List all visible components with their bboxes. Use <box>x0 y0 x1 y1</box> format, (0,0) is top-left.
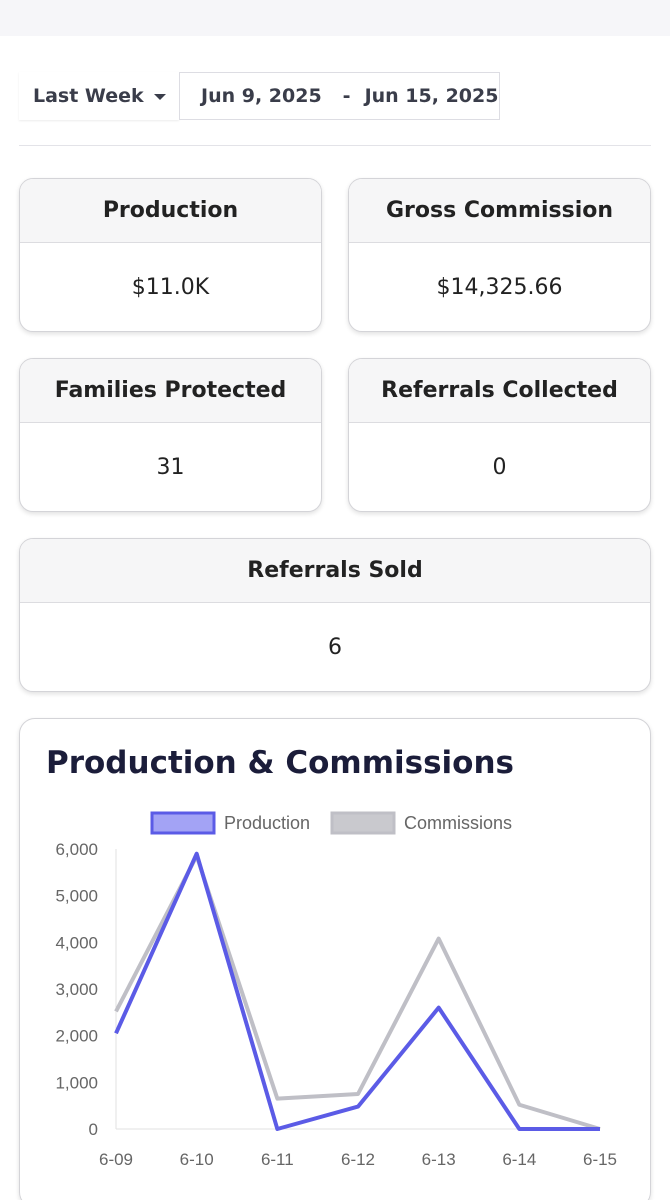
series-line-commissions <box>114 854 601 1131</box>
start-date: Jun 9, 2025 <box>201 85 322 107</box>
legend-swatch-commissions <box>330 811 396 835</box>
stat-card-referrals-sold: Referrals Sold 6 <box>19 538 651 692</box>
chart-title: Production & Commissions <box>46 745 514 781</box>
top-strip <box>0 0 670 36</box>
stat-card-families-protected: Families Protected 31 <box>19 358 322 512</box>
y-tick-label: 6,000 <box>55 840 98 859</box>
caret-down-icon <box>153 94 166 100</box>
y-tick-label: 5,000 <box>55 887 98 906</box>
period-dropdown-label: Last Week <box>33 85 144 107</box>
x-tick-label: 6-13 <box>422 1150 456 1169</box>
stat-title: Gross Commission <box>349 179 650 243</box>
stat-value: $14,325.66 <box>436 274 563 300</box>
stat-title: Families Protected <box>20 359 321 423</box>
date-separator: - <box>342 85 351 107</box>
x-tick-label: 6-09 <box>99 1150 133 1169</box>
y-tick-label: 4,000 <box>55 933 98 952</box>
y-tick-label: 1,000 <box>55 1073 98 1092</box>
x-tick-label: 6-11 <box>261 1150 294 1169</box>
stat-title: Referrals Sold <box>20 539 650 603</box>
legend-label-production: Production <box>224 813 310 833</box>
stat-card-referrals-collected: Referrals Collected 0 <box>348 358 651 512</box>
x-tick-label: 6-10 <box>180 1150 214 1169</box>
x-tick-label: 6-14 <box>502 1150 536 1169</box>
stat-card-gross-commission: Gross Commission $14,325.66 <box>348 178 651 332</box>
stat-title: Production <box>20 179 321 243</box>
y-tick-label: 0 <box>89 1120 98 1139</box>
legend-swatch-production <box>150 811 216 835</box>
y-tick-label: 2,000 <box>55 1027 98 1046</box>
stat-value: 6 <box>328 634 342 660</box>
date-filter-bar: Last Week Jun 9, 2025 - Jun 15, 2025 <box>19 72 500 120</box>
end-date: Jun 15, 2025 <box>364 85 499 107</box>
series-line-production <box>114 851 600 1131</box>
stat-title: Referrals Collected <box>349 359 650 423</box>
y-tick-label: 3,000 <box>55 980 98 999</box>
stat-value: 31 <box>156 454 185 480</box>
stat-value: 0 <box>492 454 507 480</box>
line-chart: 0 1,000 2,000 3,000 4,000 5,000 6,000 6-09 6-10 6… <box>55 811 617 1169</box>
stat-card-production: Production $11.0K <box>19 178 322 332</box>
x-tick-label: 6-15 <box>583 1150 617 1169</box>
period-dropdown[interactable]: Last Week <box>19 72 179 120</box>
x-tick-label: 6-12 <box>341 1150 375 1169</box>
legend-label-commissions: Commissions <box>404 813 512 833</box>
production-commissions-chart-card: Production & Commissions 0 1,000 2,000 3,00… <box>19 718 651 1200</box>
date-range-picker[interactable]: Jun 9, 2025 - Jun 15, 2025 <box>179 72 500 120</box>
stat-value: $11.0K <box>131 274 210 300</box>
divider <box>19 145 651 146</box>
